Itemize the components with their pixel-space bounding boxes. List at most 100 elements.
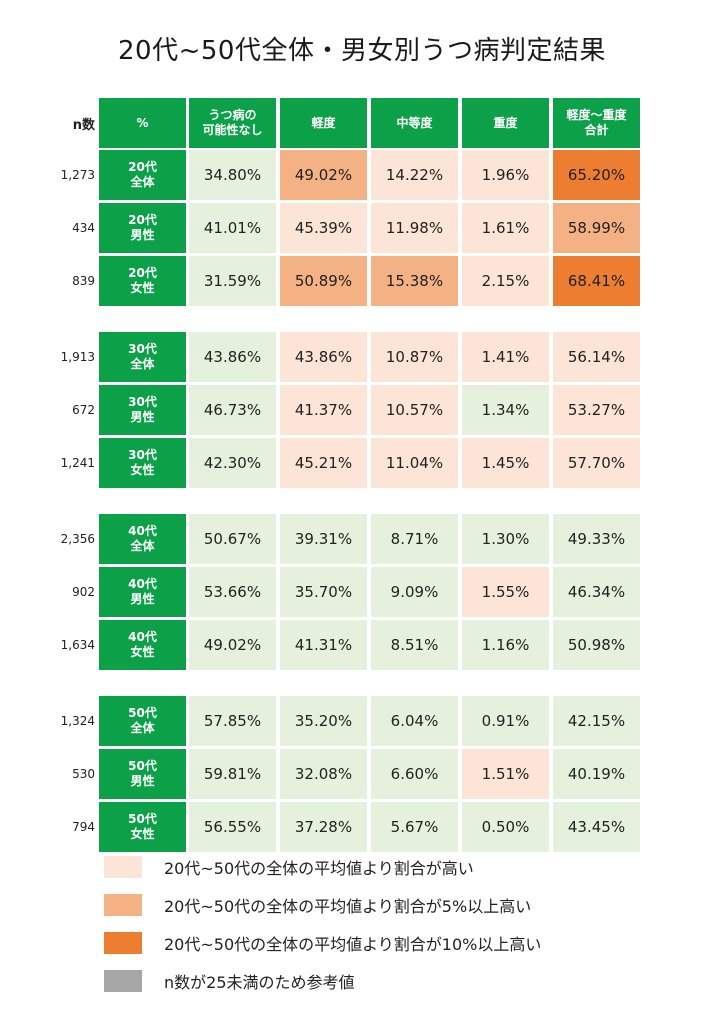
table-cell: 31.59% xyxy=(189,256,276,306)
table-cell: 56.14% xyxy=(553,332,640,382)
table-cell: 1.61% xyxy=(462,203,549,253)
table-cell: 14.22% xyxy=(371,150,458,200)
table-cell: 41.37% xyxy=(280,385,367,435)
table-cell: 1.96% xyxy=(462,150,549,200)
table-cell: 35.70% xyxy=(280,567,367,617)
table-cell: 41.01% xyxy=(189,203,276,253)
row-label: 40代 女性 xyxy=(99,620,186,670)
row-n-count: 530 xyxy=(72,767,95,781)
table-cell: 56.55% xyxy=(189,802,276,852)
row-label: 50代 女性 xyxy=(99,802,186,852)
table-cell: 0.50% xyxy=(462,802,549,852)
table-cell: 1.45% xyxy=(462,438,549,488)
table-cell: 5.67% xyxy=(371,802,458,852)
table-cell: 6.04% xyxy=(371,696,458,746)
column-header: うつ病の 可能性なし xyxy=(189,98,276,148)
legend-item: n数が25未満のため参考値 xyxy=(104,962,541,1000)
table-cell: 8.51% xyxy=(371,620,458,670)
legend-swatch xyxy=(104,856,142,878)
table-cell: 0.91% xyxy=(462,696,549,746)
chart-title: 20代~50代全体・男女別うつ病判定結果 xyxy=(118,36,606,66)
row-label: 40代 全体 xyxy=(99,514,186,564)
column-header: 軽度 xyxy=(280,98,367,148)
legend-swatch xyxy=(104,932,142,954)
column-header: 軽度～重度 合計 xyxy=(553,98,640,148)
legend-text: n数が25未満のため参考値 xyxy=(164,973,355,992)
table-cell: 53.66% xyxy=(189,567,276,617)
table-cell: 41.31% xyxy=(280,620,367,670)
legend-item: 20代~50代の全体の平均値より割合が5%以上高い xyxy=(104,886,541,924)
row-label: 40代 男性 xyxy=(99,567,186,617)
table-cell: 2.15% xyxy=(462,256,549,306)
n-header: n数 xyxy=(72,117,95,133)
table-cell: 57.70% xyxy=(553,438,640,488)
table-cell: 49.33% xyxy=(553,514,640,564)
row-label: 20代 男性 xyxy=(99,203,186,253)
row-label: 50代 男性 xyxy=(99,749,186,799)
table-cell: 45.21% xyxy=(280,438,367,488)
legend-item: 20代~50代の全体の平均値より割合が10%以上高い xyxy=(104,924,541,962)
table-cell: 57.85% xyxy=(189,696,276,746)
table-cell: 68.41% xyxy=(553,256,640,306)
table-cell: 1.51% xyxy=(462,749,549,799)
row-n-count: 672 xyxy=(72,403,95,417)
table-cell: 39.31% xyxy=(280,514,367,564)
table-cell: 1.41% xyxy=(462,332,549,382)
table-cell: 49.02% xyxy=(280,150,367,200)
table-cell: 32.08% xyxy=(280,749,367,799)
table-cell: 10.87% xyxy=(371,332,458,382)
row-n-count: 434 xyxy=(72,221,95,235)
legend-item: 20代~50代の全体の平均値より割合が高い xyxy=(104,848,541,886)
table-cell: 43.86% xyxy=(280,332,367,382)
row-label: 20代 全体 xyxy=(99,150,186,200)
table-cell: 10.57% xyxy=(371,385,458,435)
row-n-count: 1,241 xyxy=(60,456,95,470)
row-label: 30代 全体 xyxy=(99,332,186,382)
table-cell: 40.19% xyxy=(553,749,640,799)
table-cell: 1.16% xyxy=(462,620,549,670)
table-cell: 1.55% xyxy=(462,567,549,617)
table-cell: 42.30% xyxy=(189,438,276,488)
table-cell: 15.38% xyxy=(371,256,458,306)
row-n-count: 2,356 xyxy=(60,532,95,546)
table-cell: 46.73% xyxy=(189,385,276,435)
row-n-count: 1,913 xyxy=(60,350,95,364)
table-cell: 59.81% xyxy=(189,749,276,799)
row-label: 30代 女性 xyxy=(99,438,186,488)
row-n-count: 1,634 xyxy=(60,638,95,652)
row-label: 20代 女性 xyxy=(99,256,186,306)
legend-swatch xyxy=(104,894,142,916)
column-header: % xyxy=(99,98,186,148)
table-cell: 11.98% xyxy=(371,203,458,253)
table-cell: 6.60% xyxy=(371,749,458,799)
table-cell: 43.86% xyxy=(189,332,276,382)
table-cell: 50.67% xyxy=(189,514,276,564)
table-cell: 65.20% xyxy=(553,150,640,200)
table-cell: 53.27% xyxy=(553,385,640,435)
table-cell: 50.89% xyxy=(280,256,367,306)
column-header: 中等度 xyxy=(371,98,458,148)
table-cell: 34.80% xyxy=(189,150,276,200)
table-cell: 58.99% xyxy=(553,203,640,253)
legend-swatch xyxy=(104,970,142,992)
table-cell: 37.28% xyxy=(280,802,367,852)
row-n-count: 794 xyxy=(72,820,95,834)
legend-text: 20代~50代の全体の平均値より割合が高い xyxy=(164,859,474,878)
legend-text: 20代~50代の全体の平均値より割合が5%以上高い xyxy=(164,897,532,916)
table-cell: 50.98% xyxy=(553,620,640,670)
table-cell: 1.30% xyxy=(462,514,549,564)
row-label: 30代 男性 xyxy=(99,385,186,435)
table-cell: 46.34% xyxy=(553,567,640,617)
table-cell: 1.34% xyxy=(462,385,549,435)
table-cell: 42.15% xyxy=(553,696,640,746)
table-cell: 8.71% xyxy=(371,514,458,564)
table-cell: 43.45% xyxy=(553,802,640,852)
row-n-count: 902 xyxy=(72,585,95,599)
table-cell: 45.39% xyxy=(280,203,367,253)
table-cell: 9.09% xyxy=(371,567,458,617)
table-cell: 49.02% xyxy=(189,620,276,670)
legend: 20代~50代の全体の平均値より割合が高い 20代~50代の全体の平均値より割合が… xyxy=(104,848,541,1000)
legend-text: 20代~50代の全体の平均値より割合が10%以上高い xyxy=(164,935,542,954)
row-label: 50代 全体 xyxy=(99,696,186,746)
row-n-count: 839 xyxy=(72,274,95,288)
